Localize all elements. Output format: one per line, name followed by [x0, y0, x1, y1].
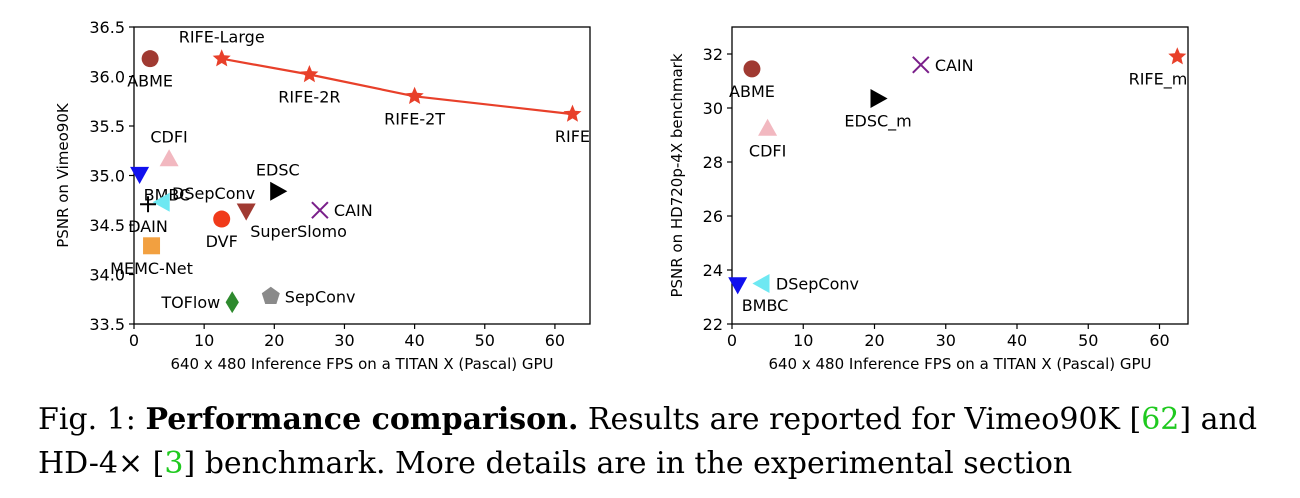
cain-label: CAIN: [935, 56, 974, 75]
abme-marker: [743, 60, 761, 78]
y-tick-label: 34.0: [89, 266, 125, 285]
y-tick-label: 35.5: [89, 117, 125, 136]
rife-label: RIFE: [555, 127, 590, 146]
x-axis-label: 640 x 480 Inference FPS on a TITAN X (Pa…: [170, 355, 553, 373]
edsc-label: EDSC: [256, 160, 300, 179]
cain-label: CAIN: [334, 201, 373, 220]
cdfi-marker: [758, 118, 778, 136]
vimeo90k-chart: 0 10 20 30 40 50 60 33.5 34.0 34.5 35.0 35.5 36.0 36.…: [54, 18, 591, 373]
y-tick-label: 36.5: [89, 18, 125, 37]
x-tick-label: 20: [264, 331, 284, 350]
x-tick-label: 0: [129, 331, 139, 350]
cdfi-label: CDFI: [150, 128, 187, 147]
bmbc-marker: [130, 166, 150, 184]
y-tick-label: 33.5: [89, 315, 125, 334]
rife-2r-label: RIFE-2R: [278, 88, 340, 107]
dvf-label: DVF: [206, 232, 238, 251]
rife-2t-marker: [405, 86, 424, 104]
toflow-marker: [225, 291, 239, 314]
y-tick-label: 34.5: [89, 216, 125, 235]
bmbc-marker: [728, 277, 748, 295]
edsc-m-label: EDSC_m: [844, 112, 911, 132]
hd720p-chart: 0 10 20 30 40 50 60 22 24 26 28 30 32 640 x 480 Infer…: [668, 26, 1189, 373]
dsepconv-label: DSepConv: [776, 275, 859, 294]
cain-marker: [311, 201, 329, 219]
cdfi-marker: [159, 149, 179, 167]
x-tick-label: 10: [194, 331, 214, 350]
y-tick-label: 26: [703, 207, 723, 226]
rife-marker: [563, 104, 582, 122]
dain-label: DAIN: [128, 217, 168, 236]
x-tick-label: 50: [475, 331, 495, 350]
x-tick-label: 40: [404, 331, 424, 350]
dsepconv-marker: [152, 192, 170, 212]
sepconv-marker: [261, 286, 280, 304]
edsc-m-marker: [870, 89, 888, 108]
abme-label: ABME: [729, 82, 775, 101]
y-tick-label: 35.0: [89, 167, 125, 186]
caption-text-3: ] benchmark. More details are in the exp…: [183, 446, 1073, 481]
dvf-marker: [213, 210, 231, 228]
x-tick-label: 30: [936, 331, 956, 350]
y-tick-label: 36.0: [89, 68, 125, 87]
toflow-label: TOFlow: [160, 293, 220, 312]
caption-text-1: Results are reported for Vimeo90K [: [578, 402, 1142, 437]
memc-net-marker: [143, 237, 161, 255]
caption-title: Performance comparison.: [145, 402, 579, 437]
x-tick-label: 0: [727, 331, 737, 350]
superslomo-marker: [236, 203, 256, 221]
dsepconv-marker: [752, 274, 770, 293]
abme-label: ABME: [127, 72, 173, 91]
rife-series-line: [221, 57, 573, 116]
citation-link-62[interactable]: 62: [1141, 402, 1180, 437]
edsc-marker: [270, 181, 288, 201]
cain-marker: [912, 56, 930, 74]
plot-frame: [133, 26, 591, 325]
y-tick-label: 32: [703, 45, 723, 64]
y-tick-label: 30: [703, 99, 723, 118]
rife-2r-marker: [300, 65, 319, 83]
citation-link-3[interactable]: 3: [164, 446, 184, 481]
plot-frame: [731, 26, 1189, 325]
y-tick-label: 28: [703, 153, 723, 172]
abme-marker: [141, 50, 159, 68]
x-tick-label: 30: [334, 331, 354, 350]
x-tick-label: 40: [1007, 331, 1027, 350]
dsepconv-label: DSepConv: [172, 184, 255, 203]
cdfi-label: CDFI: [749, 141, 786, 160]
x-tick-label: 60: [1149, 331, 1169, 350]
rife-m-label: RIFE_m: [1129, 70, 1188, 90]
dain-marker: [140, 196, 157, 213]
memc-net-label: MEMC-Net: [110, 259, 193, 278]
y-tick-label: 22: [703, 315, 723, 334]
x-tick-label: 50: [1078, 331, 1098, 350]
superslomo-label: SuperSlomo: [250, 222, 347, 241]
figure-caption: Fig. 1: Performance comparison. Results …: [38, 398, 1278, 486]
figure-label: Fig. 1:: [38, 402, 136, 437]
rife-large-marker: [212, 49, 231, 67]
bmbc-label: BMBC: [742, 296, 789, 315]
x-tick-label: 10: [793, 331, 813, 350]
y-tick-label: 24: [703, 261, 723, 280]
y-axis-label: PSNR on Vimeo90K: [54, 102, 72, 248]
sepconv-label: SepConv: [285, 287, 356, 306]
caption-text-2: ] and HD-4× [: [38, 402, 1258, 481]
x-tick-label: 60: [545, 331, 565, 350]
rife-large-label: RIFE-Large: [179, 28, 265, 47]
x-axis-label: 640 x 480 Inference FPS on a TITAN X (Pa…: [768, 355, 1151, 373]
y-axis-label: PSNR on HD720p-4X benchmark: [668, 53, 686, 297]
x-tick-label: 20: [864, 331, 884, 350]
rife-m-marker: [1168, 47, 1187, 65]
rife-2t-label: RIFE-2T: [384, 109, 445, 128]
